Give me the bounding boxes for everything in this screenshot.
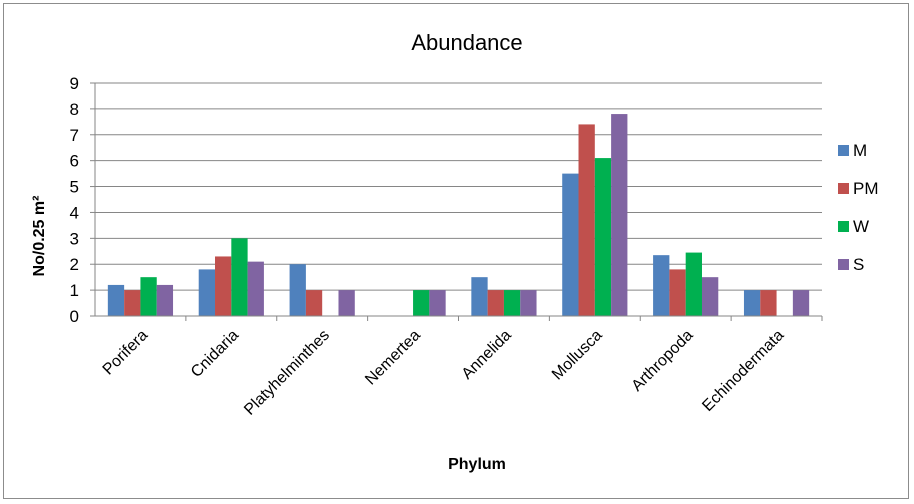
axes [90, 82, 823, 321]
bar-m-porifera [107, 284, 125, 316]
bar-w-nemertea [413, 290, 430, 316]
legend-label-pm: PM [853, 179, 879, 198]
y-tick-labels: 0 1 2 3 4 5 6 7 8 9 [70, 74, 79, 326]
y-tick-label: 2 [70, 255, 79, 274]
bar-pm-porifera [124, 290, 141, 316]
bars [107, 114, 810, 316]
bar-s-cnidaria [247, 261, 264, 316]
x-axis-title: Phylum [448, 456, 506, 473]
x-category-label: Cnidaria [188, 327, 242, 381]
chart-title: Abundance [411, 30, 522, 55]
bar-pm-echinodermata [760, 290, 777, 316]
bar-pm-platyhelminthes [305, 290, 323, 316]
legend: M PM WS [838, 141, 879, 274]
legend-swatch-pm [838, 183, 849, 194]
bar-w-porifera [140, 277, 157, 316]
x-category-label: Echinodermata [699, 327, 787, 415]
y-tick-label: 9 [70, 74, 79, 93]
bar-w-cnidaria [231, 238, 248, 316]
bar-pm-mollusca [578, 124, 595, 316]
y-tick-label: 6 [70, 152, 79, 171]
legend-label-w: W [853, 217, 869, 236]
bar-s-echinodermata [792, 290, 810, 316]
y-axis-title: No/0.25 m² [31, 196, 48, 277]
bar-m-arthropoda [653, 255, 670, 316]
x-category-label: Platyhelminthes [241, 327, 333, 419]
x-category-label: Arthropoda [629, 327, 697, 395]
bar-s-arthropoda [701, 277, 719, 316]
y-tick-label: 7 [70, 126, 79, 145]
gridlines [95, 82, 822, 291]
bar-s-annelida [520, 290, 537, 316]
legend-swatch-m [838, 145, 849, 156]
bar-w-mollusca [594, 158, 612, 316]
y-tick-label: 4 [70, 203, 79, 222]
bar-s-platyhelminthes [338, 290, 355, 316]
bar-pm-annelida [487, 290, 504, 316]
bar-m-cnidaria [198, 269, 216, 316]
bar-m-echinodermata [743, 290, 761, 316]
x-category-label: Annelida [459, 327, 515, 383]
bar-w-arthropoda [685, 252, 702, 316]
bar-s-nemertea [429, 290, 446, 316]
y-tick-label: 1 [70, 281, 79, 300]
bar-w-annelida [503, 290, 521, 316]
chart-frame [3, 3, 909, 499]
legend-label-m: M [853, 141, 867, 160]
bar-m-platyhelminthes [289, 264, 306, 316]
bar-s-mollusca [611, 114, 628, 316]
legend-swatch-w [838, 221, 849, 232]
x-category-label: Porifera [100, 327, 152, 379]
y-tick-label: 3 [70, 229, 79, 248]
legend-swatch-s [838, 259, 849, 270]
legend-label-s: S [853, 255, 864, 274]
bar-pm-arthropoda [669, 269, 686, 316]
bar-m-mollusca [562, 173, 579, 316]
y-tick-label: 8 [70, 100, 79, 119]
x-category-label: Nemertea [362, 327, 424, 389]
y-tick-label: 5 [70, 178, 79, 197]
bar-pm-cnidaria [215, 256, 232, 316]
x-category-label: Mollusca [549, 327, 606, 384]
bar-s-porifera [156, 284, 174, 316]
bar-m-annelida [471, 277, 488, 316]
y-tick-label: 0 [70, 307, 79, 326]
